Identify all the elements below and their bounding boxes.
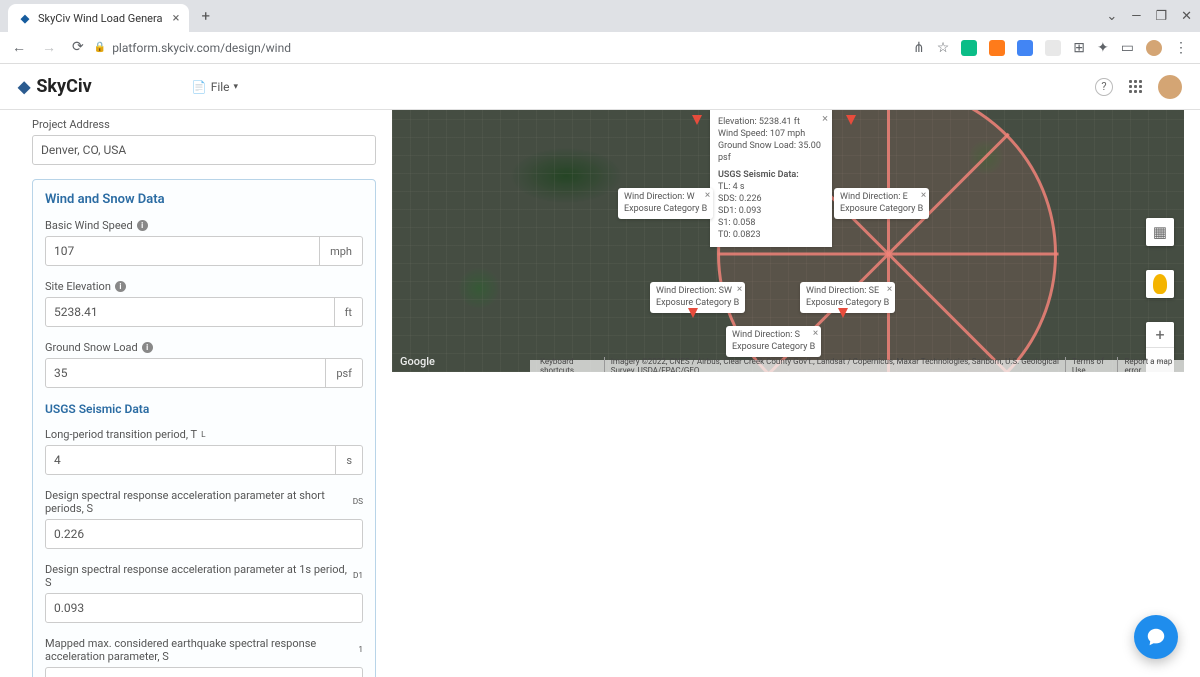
panel-title: Wind and Snow Data — [45, 192, 363, 207]
nav-back-icon[interactable]: ← — [12, 39, 26, 56]
map-type-button[interactable]: ▦ — [1146, 218, 1174, 246]
apps-grid-icon[interactable] — [1129, 80, 1142, 93]
extension-icon-1[interactable] — [961, 40, 977, 56]
close-icon[interactable]: × — [737, 283, 742, 296]
map-pegman-button[interactable] — [1146, 270, 1174, 298]
url-text: platform.skyciv.com/design/wind — [112, 41, 291, 55]
site-elevation-input[interactable] — [45, 297, 335, 327]
map-attribution: Keyboard shortcuts Imagery ©2022, CNES /… — [530, 360, 1184, 372]
puzzle-icon[interactable]: ✦ — [1097, 40, 1109, 56]
reading-list-icon[interactable]: ▭ — [1121, 40, 1134, 56]
window-minimize-icon[interactable]: — — [1131, 9, 1141, 24]
close-icon[interactable]: × — [921, 189, 926, 202]
window-dropdown-icon[interactable]: ⌄ — [1106, 9, 1117, 24]
bookmark-icon[interactable]: ☆ — [937, 40, 950, 56]
extension-icon-4[interactable] — [1045, 40, 1061, 56]
sidebar-form: Project Address Wind and Snow Data Basic… — [0, 110, 384, 677]
unit-ft: ft — [335, 297, 363, 327]
chat-icon — [1145, 626, 1167, 648]
project-address-input[interactable] — [32, 135, 376, 165]
unit-mph: mph — [320, 236, 363, 266]
chevron-down-icon: ▾ — [234, 82, 239, 92]
imagery-attribution: Imagery ©2022, CNES / Airbus, Clear Cree… — [604, 357, 1059, 372]
chat-launcher-button[interactable] — [1134, 615, 1178, 659]
tab-title: SkyCiv Wind Load Genera — [38, 12, 163, 25]
close-icon[interactable]: × — [887, 283, 892, 296]
user-avatar[interactable] — [1158, 75, 1182, 99]
new-tab-button[interactable]: + — [201, 7, 210, 25]
keyboard-shortcuts-link[interactable]: Keyboard shortcuts — [534, 357, 598, 372]
ground-snow-load-input[interactable] — [45, 358, 326, 388]
unit-psf: psf — [326, 358, 363, 388]
close-icon[interactable]: × — [813, 327, 818, 340]
nav-reload-icon[interactable]: ⟳ — [72, 39, 84, 56]
sds-label: Design spectral response acceleration pa… — [45, 489, 363, 515]
map-data-box: × Elevation: 5238.41 ft Wind Speed: 107 … — [710, 110, 832, 247]
map-zoom-in-button[interactable]: + — [1146, 322, 1174, 348]
lock-icon: 🔒 — [94, 42, 106, 53]
s1-label: Mapped max. considered earthquake spectr… — [45, 637, 363, 663]
basic-wind-speed-label: Basic Wind Speedi — [45, 219, 363, 232]
tab-favicon: ◆ — [18, 11, 32, 25]
profile-avatar-icon[interactable] — [1146, 40, 1162, 56]
share-icon[interactable]: ⋔ — [913, 40, 925, 56]
basic-wind-speed-input[interactable] — [45, 236, 320, 266]
window-close-icon[interactable]: ✕ — [1181, 9, 1192, 24]
report-error-link[interactable]: Report a map error — [1117, 357, 1180, 372]
logo-text: SkyCiv — [36, 76, 91, 97]
terms-link[interactable]: Terms of Use — [1065, 357, 1111, 372]
info-icon[interactable]: i — [137, 220, 148, 231]
sd1-input[interactable] — [45, 593, 363, 623]
extension-icon-3[interactable] — [1017, 40, 1033, 56]
browser-tab[interactable]: ◆ SkyCiv Wind Load Genera × — [8, 4, 189, 32]
seismic-title: USGS Seismic Data — [45, 402, 363, 416]
close-icon[interactable]: × — [822, 112, 828, 127]
browser-menu-icon[interactable]: ⋮ — [1174, 40, 1188, 56]
project-address-label: Project Address — [32, 118, 376, 131]
info-icon[interactable]: i — [142, 342, 153, 353]
info-icon[interactable]: i — [115, 281, 126, 292]
browser-tab-strip: ◆ SkyCiv Wind Load Genera × + ⌄ — ❐ ✕ — [0, 0, 1200, 32]
tl-label: Long-period transition period, TL — [45, 428, 363, 441]
ground-snow-load-label: Ground Snow Loadi — [45, 341, 363, 354]
url-field[interactable]: 🔒 platform.skyciv.com/design/wind — [94, 41, 903, 55]
close-icon[interactable]: × — [705, 189, 710, 202]
app-header: ◆ SkyCiv 📄 File ▾ ? — [0, 64, 1200, 110]
unit-s: s — [336, 445, 363, 475]
wind-snow-panel: Wind and Snow Data Basic Wind Speedi mph… — [32, 179, 376, 677]
site-elevation-label: Site Elevationi — [45, 280, 363, 293]
sd1-label: Design spectral response acceleration pa… — [45, 563, 363, 589]
file-label: File — [211, 80, 230, 94]
window-maximize-icon[interactable]: ❐ — [1155, 9, 1167, 24]
browser-address-bar: ← → ⟳ 🔒 platform.skyciv.com/design/wind … — [0, 32, 1200, 64]
map[interactable]: × Elevation: 5238.41 ft Wind Speed: 107 … — [392, 110, 1184, 372]
sds-input[interactable] — [45, 519, 363, 549]
extensions-icon[interactable]: ⊞ — [1073, 40, 1085, 56]
tl-input[interactable] — [45, 445, 336, 475]
file-icon: 📄 — [192, 80, 207, 94]
google-logo: Google — [400, 355, 435, 368]
nav-forward-icon[interactable]: → — [42, 39, 56, 56]
s1-input[interactable] — [45, 667, 363, 677]
extension-icon-2[interactable] — [989, 40, 1005, 56]
map-label-w: ×Wind Direction: WExposure Category B — [618, 188, 713, 219]
map-label-s: ×Wind Direction: SExposure Category B — [726, 326, 821, 357]
tab-close-icon[interactable]: × — [173, 11, 180, 26]
logo[interactable]: ◆ SkyCiv — [18, 76, 92, 97]
file-menu[interactable]: 📄 File ▾ — [192, 80, 238, 94]
map-label-e: ×Wind Direction: EExposure Category B — [834, 188, 929, 219]
help-icon[interactable]: ? — [1095, 78, 1113, 96]
logo-mark-icon: ◆ — [18, 77, 30, 96]
